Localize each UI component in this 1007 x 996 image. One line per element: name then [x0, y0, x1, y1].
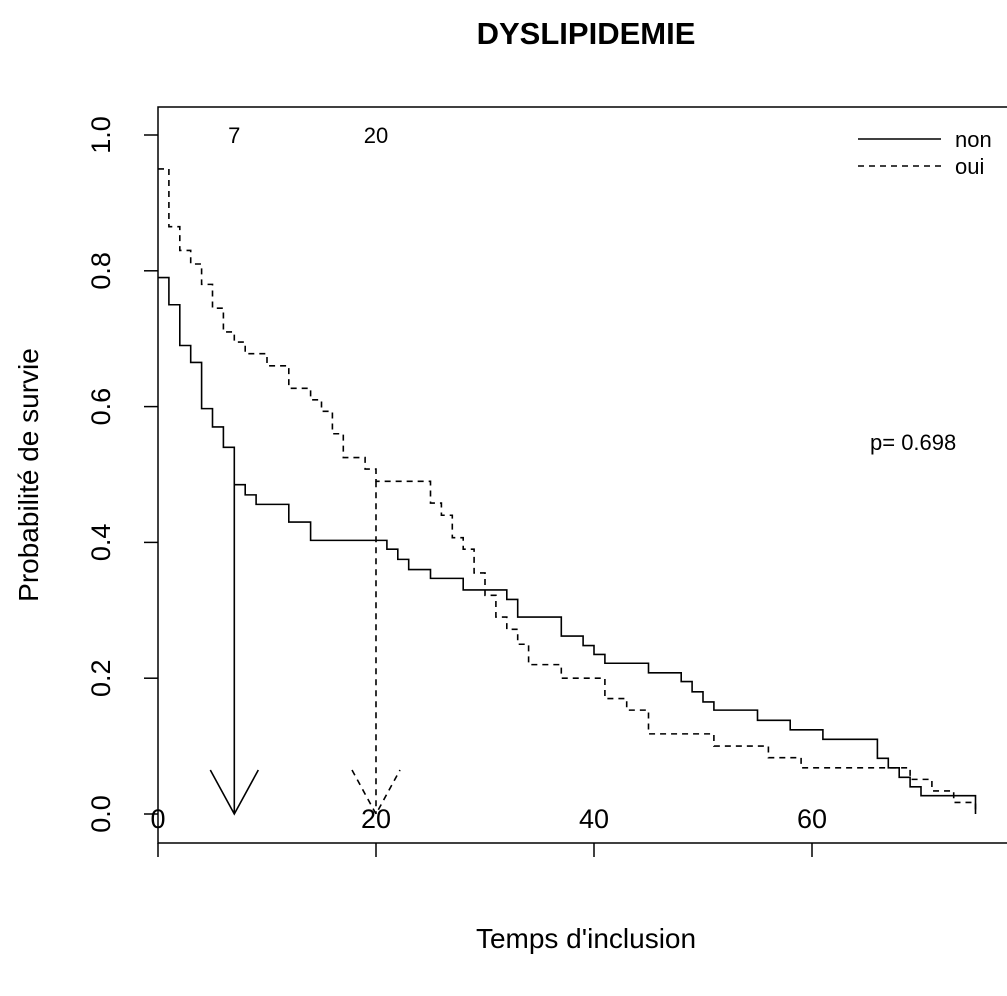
y-tick-label-4: 0.8	[86, 252, 116, 290]
plot-frame	[157, 106, 1007, 844]
y-tick-label-3: 0.6	[86, 388, 116, 426]
y-tick-label-1: 0.2	[86, 659, 116, 697]
y-tick-label-0: 0.0	[86, 795, 116, 833]
y-axis-label: Probabilité de survie	[13, 348, 44, 602]
legend-label-oui: oui	[955, 154, 984, 179]
x-tick-label-0: 0	[150, 804, 165, 834]
legend-label-non: non	[955, 127, 992, 152]
p-value-annotation: p= 0.698	[870, 430, 956, 455]
survival-curve-non	[158, 276, 977, 814]
x-tick-label-60: 60	[797, 804, 827, 834]
x-axis-label: Temps d'inclusion	[476, 923, 696, 954]
median-arrow-non	[209, 769, 260, 816]
median-label-non: 7	[228, 123, 240, 148]
chart-title: DYSLIPIDEMIE	[477, 16, 696, 51]
y-tick-label-2: 0.4	[86, 524, 116, 562]
x-tick-label-40: 40	[579, 804, 609, 834]
x-tick-label-20: 20	[361, 804, 391, 834]
survival-curve-oui	[158, 168, 977, 814]
y-tick-label-5: 1.0	[86, 116, 116, 154]
median-arrow-oui	[351, 769, 401, 816]
median-label-oui: 20	[364, 123, 388, 148]
